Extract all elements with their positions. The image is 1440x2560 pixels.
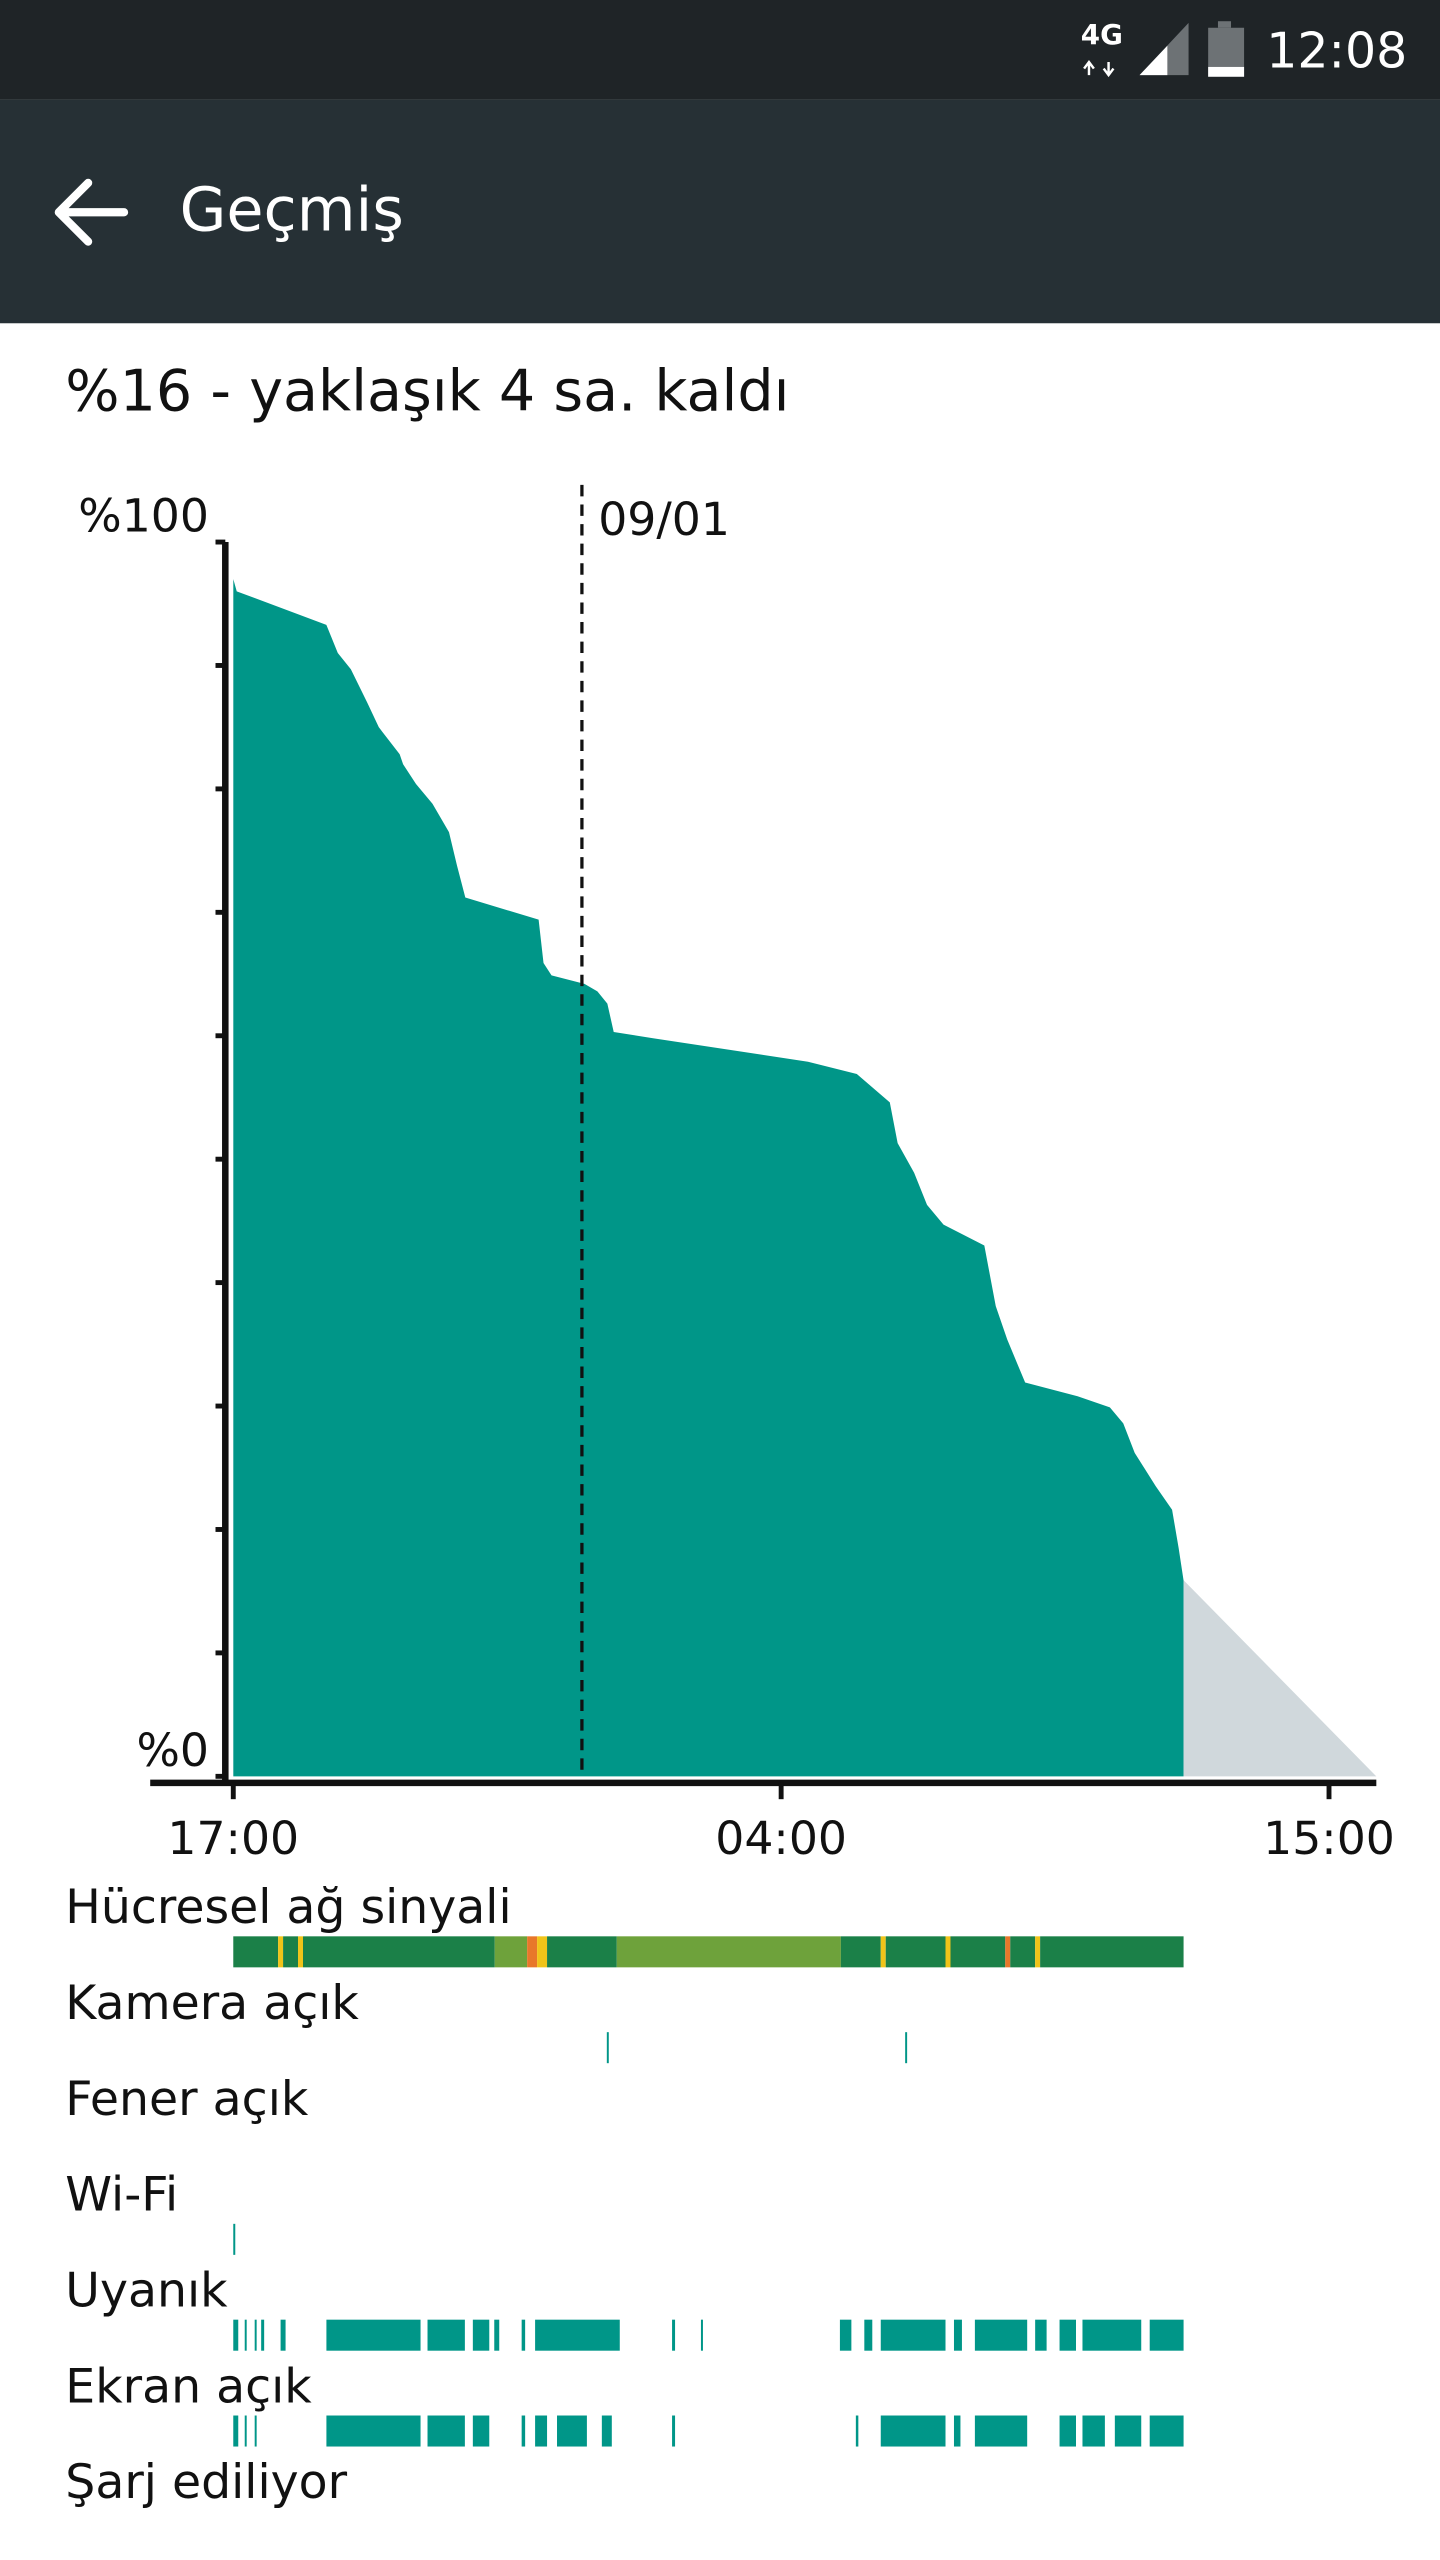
- timeline-segment: [1149, 2319, 1184, 2351]
- timeline-segment: [547, 1936, 617, 1968]
- timeline-segment: [233, 2319, 239, 2351]
- timeline-segment: [233, 2223, 236, 2255]
- timeline-segment: [261, 2319, 265, 2351]
- timeline-label: Fener açık: [65, 2072, 309, 2127]
- timeline-segment: [283, 1936, 299, 1968]
- timeline-segment: [254, 2319, 257, 2351]
- timeline-segment: [974, 2319, 1028, 2351]
- timeline-segment: [1114, 2415, 1142, 2447]
- timeline-segment: [537, 1936, 548, 1968]
- timeline-label: Ekran açık: [65, 2359, 312, 2414]
- timeline-segment: [527, 1936, 538, 1968]
- timeline-segment: [880, 1936, 886, 1968]
- timeline-segment: [535, 2319, 620, 2351]
- timeline-segment: [303, 1936, 495, 1968]
- x-tick-label: 15:00: [1263, 1812, 1395, 1865]
- battery-cap: [1217, 21, 1232, 28]
- status-bar: [0, 0, 1440, 100]
- timeline-segment: [427, 2415, 465, 2447]
- timeline-segment: [855, 2415, 859, 2447]
- y-tick-label: %100: [78, 490, 209, 543]
- timeline-segment: [616, 1936, 841, 1968]
- timeline-segment: [535, 2415, 548, 2447]
- timeline-segment: [840, 1936, 881, 1968]
- timeline-segment: [606, 2032, 609, 2064]
- network-type: 4G: [1081, 18, 1123, 51]
- timeline-segment: [953, 2415, 961, 2447]
- timeline-segment: [521, 2415, 526, 2447]
- timeline-segment: [601, 2415, 612, 2447]
- timeline-segment: [880, 2415, 946, 2447]
- battery-summary: %16 - yaklaşık 4 sa. kaldı: [65, 359, 789, 425]
- toolbar: [0, 99, 1440, 324]
- timeline-segment: [1035, 1936, 1041, 1968]
- timeline-label: Şarj ediliyor: [65, 2455, 347, 2510]
- data-arrows: [1083, 60, 1115, 78]
- timeline-segment: [244, 2415, 247, 2447]
- timeline-segment: [672, 2319, 676, 2351]
- battery-area: [233, 579, 1184, 1777]
- timeline-label: Kamera açık: [65, 1976, 359, 2031]
- timeline-segment: [244, 2319, 247, 2351]
- timeline-segment: [494, 2319, 500, 2351]
- timeline-segment: [233, 2415, 239, 2447]
- timeline-segment: [885, 1936, 946, 1968]
- timeline-segment: [1040, 1936, 1184, 1968]
- date-label: 09/01: [598, 493, 730, 546]
- timeline-segment: [950, 1936, 1006, 1968]
- timeline-segment: [326, 2415, 421, 2447]
- timeline-segment: [254, 2415, 257, 2447]
- timeline-segment: [472, 2415, 490, 2447]
- timeline-label: Wi-Fi: [65, 2168, 178, 2223]
- timeline-segment: [1010, 1936, 1036, 1968]
- timeline-segment: [427, 2319, 465, 2351]
- timeline-segment: [839, 2319, 852, 2351]
- timeline-segment: [945, 1936, 951, 1968]
- timeline-segment: [1059, 2319, 1076, 2351]
- timeline-segment: [672, 2415, 676, 2447]
- timeline-segment: [557, 2415, 587, 2447]
- clock: 12:08: [1266, 22, 1407, 79]
- timeline-segment: [326, 2319, 421, 2351]
- timeline-segment: [1149, 2415, 1184, 2447]
- timeline-label: Uyanık: [65, 2264, 228, 2319]
- timeline-segment: [880, 2319, 946, 2351]
- timeline-segment: [1005, 1936, 1011, 1968]
- x-tick-label: 17:00: [167, 1812, 299, 1865]
- timeline-segment: [864, 2319, 873, 2351]
- timeline-segment: [1035, 2319, 1047, 2351]
- battery-chart: 09/01 %0 %100 17:00 04:00 15:00 Hücresel ağ si…: [65, 484, 1395, 2510]
- timeline-segment: [905, 2032, 908, 2064]
- battery-area: [1183, 1580, 1377, 1777]
- battery-level: [1208, 66, 1245, 77]
- timeline-segment: [280, 2319, 286, 2351]
- timeline-segment: [233, 1936, 279, 1968]
- timeline-segment: [974, 2415, 1028, 2447]
- timeline-segment: [700, 2319, 703, 2351]
- timeline-segment: [521, 2319, 526, 2351]
- y-tick-label: %0: [136, 1724, 209, 1777]
- timeline-segment: [298, 1936, 304, 1968]
- timeline-segment: [494, 1936, 528, 1968]
- timeline-segment: [953, 2319, 962, 2351]
- timeline-segment: [1082, 2415, 1105, 2447]
- timeline-label: Hücresel ağ sinyali: [65, 1880, 511, 1935]
- timeline-segment: [1082, 2319, 1142, 2351]
- x-tick-label: 04:00: [715, 1812, 847, 1865]
- timeline-segment: [1059, 2415, 1076, 2447]
- timeline-segment: [278, 1936, 284, 1968]
- toolbar-title: Geçmiş: [180, 175, 404, 245]
- back-button[interactable]: [54, 178, 129, 246]
- timeline-segment: [472, 2319, 490, 2351]
